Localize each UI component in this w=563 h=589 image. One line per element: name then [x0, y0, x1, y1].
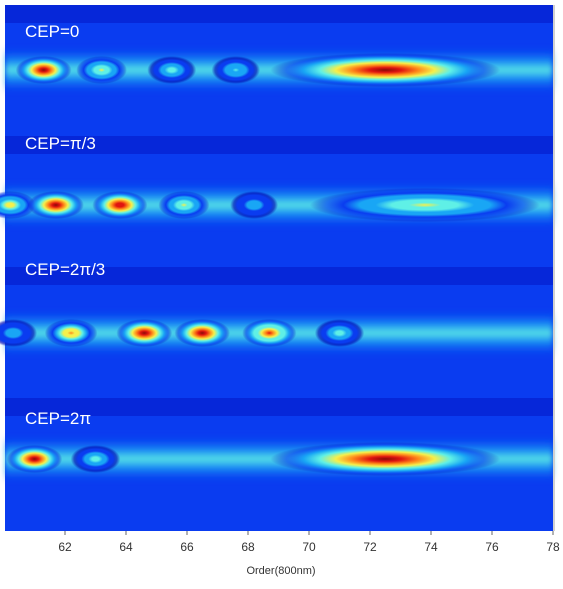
- panel-label: CEP=π/3: [25, 134, 96, 153]
- harmonic-spot: [116, 319, 173, 347]
- panel-4: CEP=2π: [5, 398, 553, 531]
- x-tick-label: 66: [180, 540, 194, 554]
- harmonic-spot: [6, 445, 63, 473]
- harmonic-spot: [309, 188, 540, 222]
- harmonic-spot: [92, 191, 148, 219]
- x-tick-label: 68: [241, 540, 255, 554]
- panel-label: CEP=0: [25, 22, 79, 41]
- harmonic-spot: [70, 445, 121, 473]
- harmonic-spot: [158, 191, 210, 219]
- harmonic-spot: [270, 442, 501, 476]
- harmonic-spot: [270, 53, 501, 87]
- harmonic-spot: [230, 191, 279, 219]
- panel-edge-shade: [5, 267, 553, 285]
- panel-label: CEP=2π: [25, 409, 91, 428]
- harmonic-spot: [44, 319, 98, 347]
- panel-edge-shade: [5, 398, 553, 416]
- panel-2: CEP=π/3: [0, 134, 553, 267]
- x-tick-label: 62: [58, 540, 72, 554]
- harmonic-spot: [15, 56, 72, 84]
- x-tick-label: 76: [485, 540, 499, 554]
- x-axis-label: Order(800nm): [246, 565, 315, 577]
- panel-1: CEP=0: [5, 5, 553, 136]
- panel-edge-shade: [5, 136, 553, 154]
- x-tick-label: 70: [302, 540, 316, 554]
- plot-right-edge: [553, 5, 555, 531]
- panels: CEP=0 CEP=π/3 CEP=2π/3 CEP=2π: [0, 5, 555, 531]
- x-tick-label: 64: [119, 540, 133, 554]
- harmonic-spot: [0, 191, 36, 219]
- x-tick-label: 72: [363, 540, 377, 554]
- harmonic-spot: [0, 319, 38, 347]
- harmonic-spot: [211, 56, 261, 84]
- panel-label: CEP=2π/3: [25, 260, 105, 279]
- harmonic-spot: [76, 56, 127, 84]
- harmonic-spot: [242, 319, 297, 347]
- x-axis-ticks: 62 64 66 68 70 72 74 76 78: [58, 531, 560, 554]
- harmonic-spot: [314, 319, 365, 347]
- x-tick-label: 78: [546, 540, 560, 554]
- harmonic-spot: [147, 56, 197, 84]
- harmonic-spot: [27, 191, 84, 219]
- panel-3: CEP=2π/3: [0, 260, 553, 398]
- panel-edge-shade: [5, 5, 553, 23]
- harmonic-spot: [174, 319, 231, 347]
- x-tick-label: 74: [424, 540, 438, 554]
